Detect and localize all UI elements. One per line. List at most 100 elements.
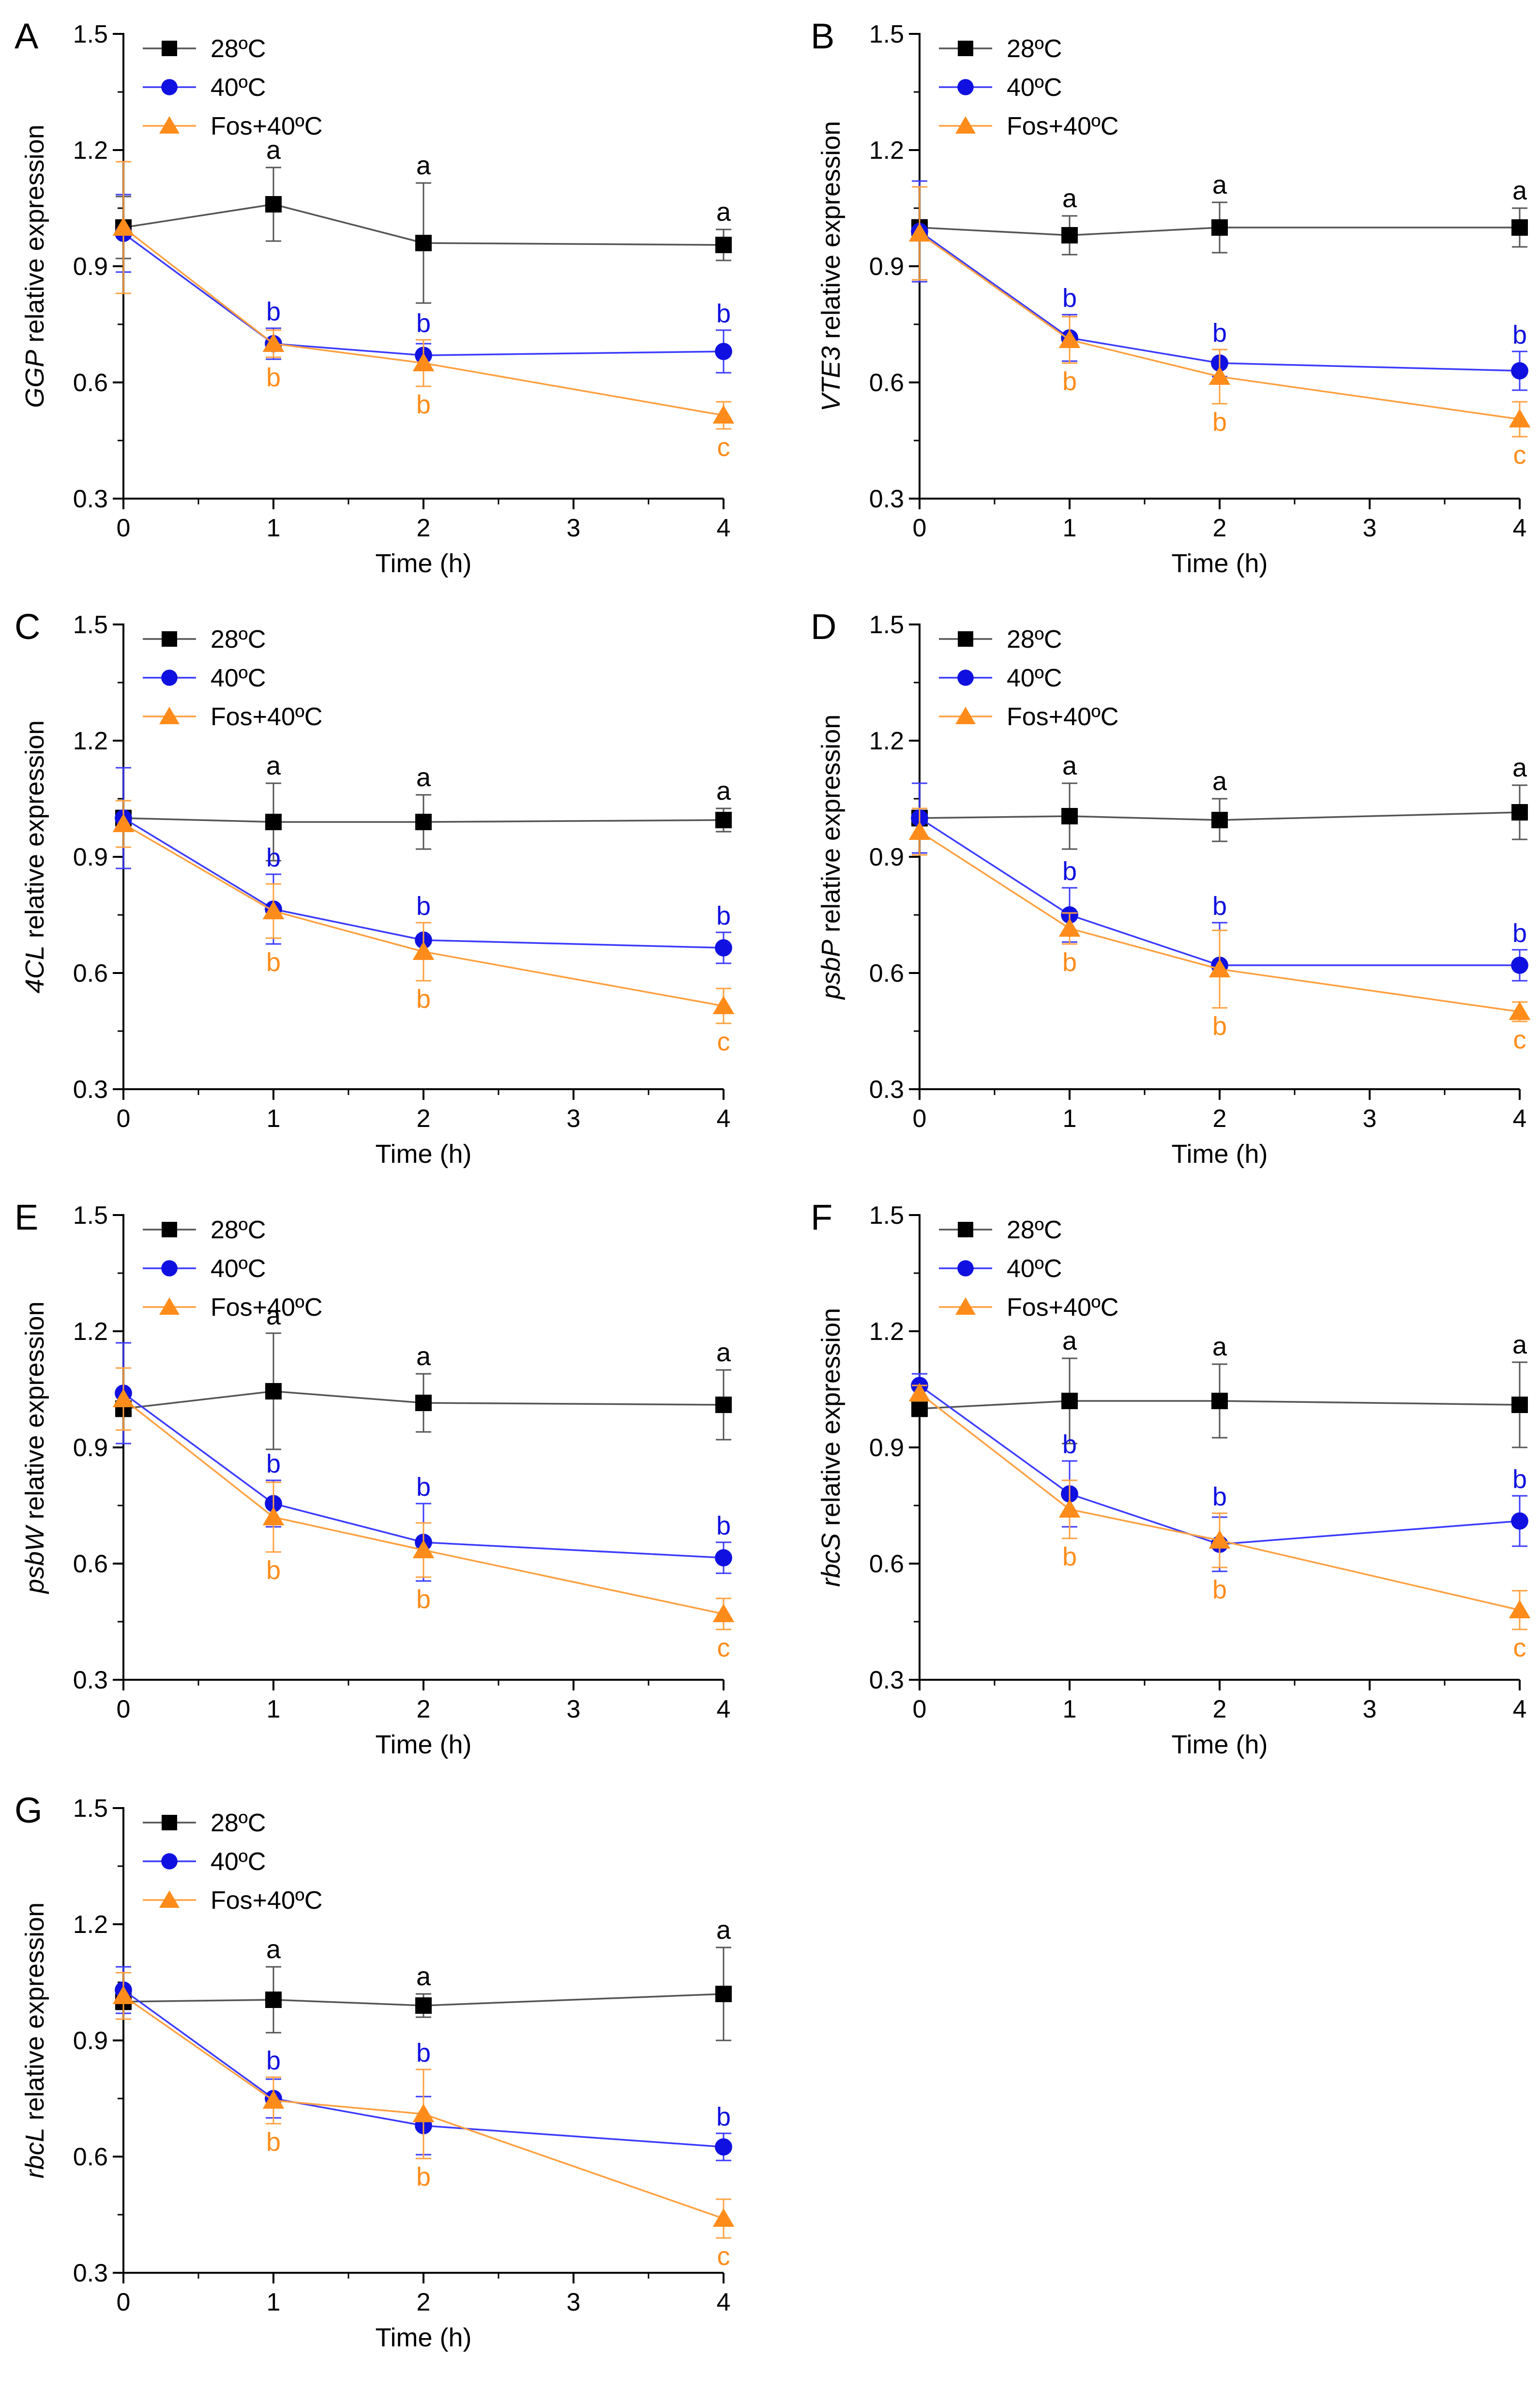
y-tick-label: 0.6 (73, 2143, 108, 2171)
panel-g: G 0.3 0.6 0.9 1.2 1.5 0 1 2 3 4 Time (h) rbcL relati… (15, 1790, 735, 2352)
y-axis-label-gene: rbcL (20, 2128, 49, 2178)
y-tick-label: 0.3 (73, 2259, 108, 2287)
significance-letter: a (1062, 184, 1077, 213)
data-point (908, 1383, 931, 1401)
panel-letter: G (15, 1790, 43, 1830)
legend-label: 28ºC (211, 35, 266, 63)
y-tick-label: 1.2 (73, 727, 108, 755)
significance-letter: a (716, 1916, 731, 1945)
significance-letter: c (717, 2242, 730, 2271)
legend-label: 40ºC (1007, 74, 1062, 102)
series-line (919, 831, 1520, 1013)
legend-marker (161, 79, 178, 95)
y-axis-label-text: relative expression (816, 1308, 845, 1533)
x-tick-label: 3 (1363, 514, 1377, 542)
significance-letter: b (1212, 1012, 1227, 1041)
series-2 (908, 807, 1531, 1022)
significance-letter: b (1062, 948, 1077, 977)
data-point (712, 405, 735, 424)
significance-letter: c (1513, 441, 1526, 470)
y-tick-label: 1.2 (869, 727, 904, 755)
series-0 (115, 1947, 732, 2041)
series-line (919, 232, 1520, 420)
data-point (1211, 1393, 1228, 1409)
significance-letter: b (416, 1585, 431, 1614)
x-tick-label: 1 (267, 514, 281, 542)
legend-marker (161, 1853, 178, 1870)
data-point (112, 217, 135, 236)
data-point (715, 1549, 732, 1567)
x-tick-label: 2 (417, 514, 431, 542)
x-tick-label: 3 (1363, 1695, 1377, 1723)
y-tick-label: 0.6 (73, 959, 108, 988)
y-tick-label: 0.9 (73, 1434, 108, 1462)
series-0 (115, 167, 732, 304)
data-point (262, 333, 285, 352)
x-tick-label: 2 (1213, 1105, 1227, 1133)
data-point (1061, 808, 1078, 824)
legend-marker (955, 707, 976, 724)
series-line (919, 811, 1520, 821)
significance-letter: b (416, 1473, 431, 1502)
legend-marker (159, 1890, 180, 1908)
significance-letter: c (717, 433, 730, 462)
data-point (112, 813, 135, 832)
significance-letter: a (716, 776, 731, 806)
data-point (1058, 1499, 1081, 1518)
significance-letter: b (1062, 367, 1077, 396)
significance-letter: b (416, 2162, 431, 2191)
data-point (715, 343, 732, 360)
legend-marker (955, 1297, 976, 1315)
y-tick-label: 0.6 (73, 369, 108, 397)
significance-letter: a (1512, 1330, 1527, 1359)
legend-label: 28ºC (211, 1809, 266, 1837)
data-point (712, 2208, 735, 2227)
series-line (123, 817, 724, 823)
y-tick-label: 1.5 (869, 1202, 904, 1230)
x-tick-label: 3 (567, 2288, 581, 2316)
x-tick-label: 0 (913, 514, 927, 542)
legend-label: 28ºC (1007, 625, 1062, 654)
x-tick-label: 2 (417, 1695, 431, 1723)
legend: 28ºC 40ºC Fos+40ºC (939, 35, 1118, 140)
panel-e: E 0.3 0.6 0.9 1.2 1.5 0 1 2 3 4 Time (h) psbW relati… (15, 1197, 735, 1759)
series-line (122, 1398, 724, 1615)
series-line (919, 1400, 1520, 1410)
panel-letter: F (811, 1197, 832, 1237)
significance-letter: b (266, 2128, 281, 2157)
significance-letter: a (266, 1935, 281, 1964)
significance-letter: b (1212, 408, 1227, 437)
data-point (715, 1986, 732, 2002)
series-line (123, 817, 724, 949)
significance-letter: a (1062, 1326, 1077, 1355)
x-tick-label: 0 (913, 1105, 927, 1133)
x-tick-label: 0 (117, 1105, 131, 1133)
significance-letter: a (1212, 170, 1227, 199)
legend-label: 40ºC (211, 74, 266, 102)
x-tick-label: 4 (1513, 1105, 1527, 1133)
series-line (919, 1384, 1520, 1545)
significance-letter: b (1062, 857, 1077, 886)
significance-letter: b (1212, 319, 1227, 348)
y-tick-label: 0.6 (869, 369, 904, 397)
y-axis-label-gene: psbW (20, 1524, 49, 1595)
data-point (712, 1603, 735, 1622)
data-point (415, 235, 432, 251)
significance-letter: a (716, 198, 731, 227)
data-point (1211, 219, 1228, 236)
significance-letter: a (416, 1342, 431, 1371)
legend-label: Fos+40ºC (1007, 112, 1118, 140)
data-point (265, 1992, 282, 2008)
x-tick-label: 4 (717, 514, 731, 542)
legend-marker (159, 116, 180, 134)
series-line (123, 823, 724, 1007)
legend-label: Fos+40ºC (211, 703, 322, 731)
legend-label: 40ºC (211, 664, 266, 692)
x-axis-label: Time (h) (376, 2323, 472, 2352)
y-tick-label: 0.9 (869, 1434, 904, 1462)
legend-label: Fos+40ºC (211, 112, 322, 140)
significance-letter: a (1212, 767, 1227, 796)
data-point (412, 1539, 435, 1558)
legend-marker (159, 1297, 180, 1315)
